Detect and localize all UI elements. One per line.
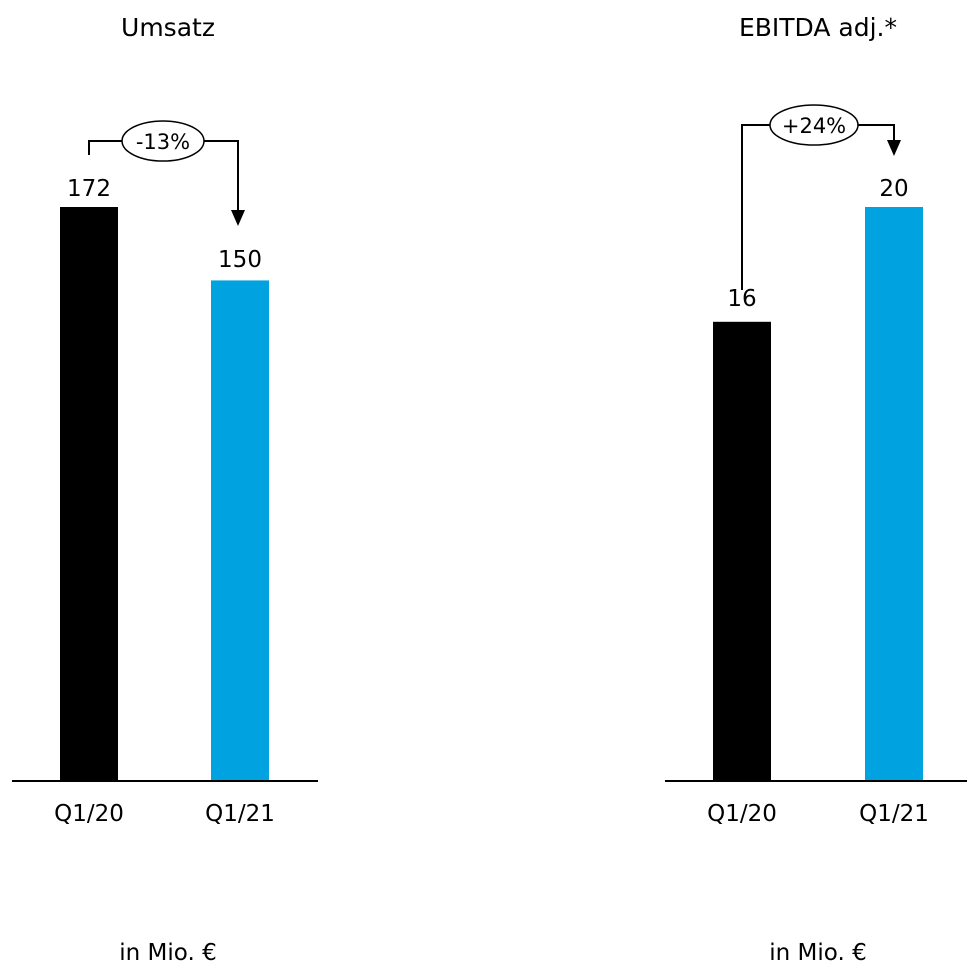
bar-group (713, 207, 923, 781)
data-label: 16 (727, 286, 756, 312)
x-tick-label: Q1/21 (859, 801, 929, 827)
chart-title: Umsatz (121, 13, 215, 42)
data-label: 20 (879, 176, 908, 202)
chart-ebitda: EBITDA adj.* Q1/20 Q1/21 16 20 +24% in M… (665, 13, 967, 966)
data-label: 150 (218, 247, 262, 273)
bar-group (60, 207, 269, 781)
chart-title: EBITDA adj.* (739, 13, 897, 42)
x-tick-label: Q1/21 (205, 801, 275, 827)
bar-q1-20 (60, 207, 118, 781)
data-label: 172 (67, 176, 111, 202)
x-tick-label: Q1/20 (707, 801, 777, 827)
change-badge (769, 104, 859, 146)
bar-q1-21 (865, 207, 923, 781)
bar-q1-20 (713, 321, 771, 781)
chart-umsatz: Umsatz Q1/20 Q1/21 172 150 -13% in Mio. … (12, 13, 318, 966)
change-label: +24% (782, 114, 846, 138)
x-tick-label: Q1/20 (54, 801, 124, 827)
unit-label: in Mio. € (119, 940, 216, 966)
change-badge (121, 120, 205, 162)
arrow-down-icon (231, 210, 245, 226)
change-connector (88, 140, 239, 210)
change-connector (741, 124, 895, 290)
unit-label: in Mio. € (769, 940, 866, 966)
change-label: -13% (136, 130, 190, 154)
bar-q1-21 (211, 280, 269, 781)
arrow-down-icon (887, 140, 901, 156)
